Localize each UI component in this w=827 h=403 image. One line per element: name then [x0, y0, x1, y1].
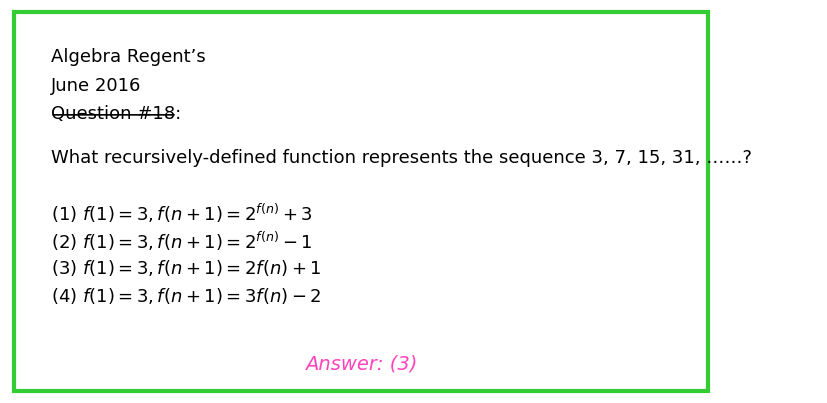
Text: June 2016: June 2016: [50, 77, 141, 95]
Text: Algebra Regent’s: Algebra Regent’s: [50, 48, 205, 66]
FancyBboxPatch shape: [14, 12, 708, 391]
Text: What recursively-defined function represents the sequence 3, 7, 15, 31, ……?: What recursively-defined function repres…: [50, 149, 752, 167]
Text: Answer: (3): Answer: (3): [305, 355, 417, 374]
Text: (1) $f(1) = 3, f(n+1) = 2^{f(n)} + 3$: (1) $f(1) = 3, f(n+1) = 2^{f(n)} + 3$: [50, 202, 313, 225]
Text: (3) $f(1) = 3, f(n+1) = 2f(n) + 1$: (3) $f(1) = 3, f(n+1) = 2f(n) + 1$: [50, 258, 321, 278]
Text: (2) $f(1) = 3, f(n+1) = 2^{f(n)} - 1$: (2) $f(1) = 3, f(n+1) = 2^{f(n)} - 1$: [50, 230, 312, 253]
Text: Question #18:: Question #18:: [50, 105, 181, 123]
Text: (4) $f(1) = 3, f(n+1) = 3f(n) - 2$: (4) $f(1) = 3, f(n+1) = 3f(n) - 2$: [50, 286, 321, 306]
